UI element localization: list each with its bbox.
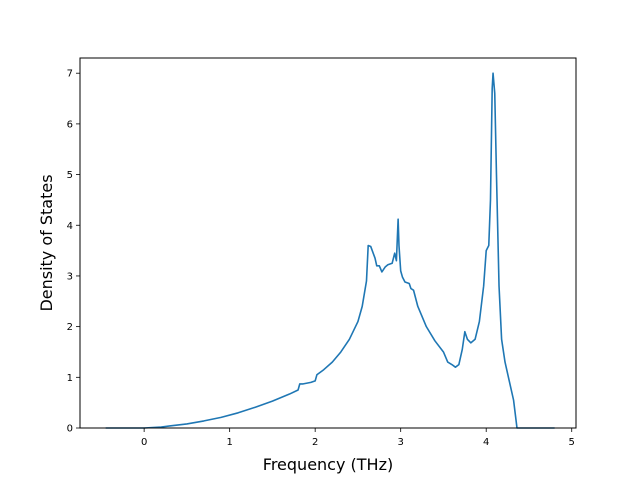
x-tick-label: 1 bbox=[226, 437, 232, 448]
chart-marks bbox=[105, 72, 555, 429]
x-tick-label: 4 bbox=[483, 437, 489, 448]
y-tick-label: 7 bbox=[67, 69, 73, 80]
y-tick-label: 5 bbox=[67, 170, 73, 181]
dos-series-line-0 bbox=[105, 72, 555, 429]
y-tick-label: 0 bbox=[67, 424, 73, 435]
y-tick-label: 3 bbox=[67, 271, 73, 282]
y-axis-title: Density of States bbox=[37, 174, 56, 311]
y-tick-label: 2 bbox=[67, 322, 73, 333]
y-tick-label: 6 bbox=[67, 119, 73, 130]
x-axis: 0 1 2 3 4 5 bbox=[141, 428, 575, 448]
plot-frame bbox=[79, 57, 577, 429]
y-tick-label: 4 bbox=[67, 221, 73, 232]
x-tick-label: 3 bbox=[398, 437, 404, 448]
y-tick-label: 1 bbox=[67, 373, 73, 384]
x-axis-title: Frequency (THz) bbox=[263, 455, 393, 474]
x-tick-label: 2 bbox=[312, 437, 318, 448]
plot-background bbox=[80, 58, 576, 428]
x-tick-label: 0 bbox=[141, 437, 147, 448]
x-tick-label: 5 bbox=[569, 437, 575, 448]
y-axis: 0 1 2 3 4 5 6 7 bbox=[67, 69, 80, 435]
